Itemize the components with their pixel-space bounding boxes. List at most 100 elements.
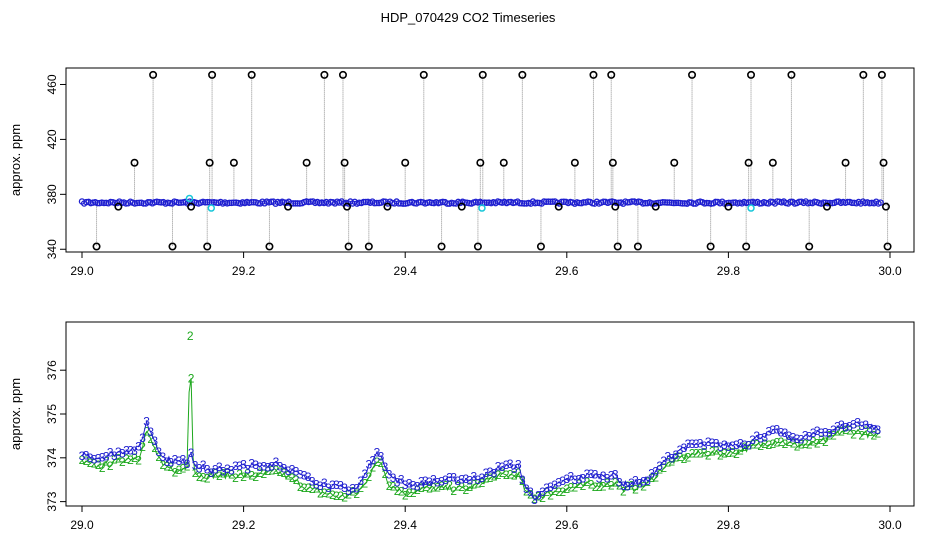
series-2-marker: 2 — [539, 491, 546, 505]
series-3-marker: 3 — [668, 452, 675, 466]
series-2-marker: 2 — [382, 467, 389, 481]
series-3-marker: 3 — [422, 474, 429, 488]
series-3-marker: 3 — [111, 449, 118, 463]
baseline-point — [371, 199, 378, 207]
series-3-marker: 3 — [604, 471, 611, 485]
outlier-point — [879, 158, 888, 167]
series-2-marker: 2 — [471, 477, 478, 491]
outlier-point — [724, 202, 733, 211]
series-3-marker: 3 — [430, 472, 437, 486]
outlier-point — [881, 202, 890, 211]
top-x-tick-label: 29.2 — [232, 264, 256, 278]
series-2-marker: 2 — [592, 480, 599, 494]
series-2-marker: 2 — [297, 480, 304, 494]
series-2-marker: 2 — [487, 471, 494, 485]
series-3-marker: 3 — [341, 481, 348, 495]
series-3-marker: 3 — [487, 465, 494, 479]
series-2-marker: 2 — [361, 477, 368, 491]
series-2-marker: 2 — [163, 459, 170, 473]
series-3-marker: 3 — [269, 459, 276, 473]
series-2-marker: 2 — [644, 475, 651, 489]
series-3-marker: 3 — [204, 462, 211, 476]
baseline-point — [613, 199, 620, 207]
baseline-point — [877, 199, 884, 206]
outlier-point — [518, 70, 527, 79]
baseline-point — [481, 199, 488, 206]
outlier-point — [265, 242, 274, 251]
series-3-marker: 3 — [337, 479, 344, 493]
series-3-marker: 3 — [176, 454, 183, 468]
cyan-point — [478, 204, 486, 212]
series-3-marker: 3 — [361, 467, 368, 481]
series-2-marker: 2 — [596, 480, 603, 494]
series-3-marker: 3 — [693, 437, 700, 451]
series-3-marker: 3 — [402, 478, 409, 492]
series-3-marker: 3 — [285, 464, 292, 478]
series-2-marker: 2 — [842, 423, 849, 437]
series-3-marker: 3 — [782, 426, 789, 440]
outlier-point — [877, 70, 886, 79]
series-2-marker: 2 — [147, 432, 154, 446]
series-2-marker: 2 — [83, 454, 90, 468]
series-2-marker: 2 — [374, 455, 381, 469]
series-2-marker: 2 — [281, 466, 288, 480]
baseline-point — [516, 199, 524, 207]
series-2-marker: 2 — [475, 477, 482, 491]
series-3-marker: 3 — [511, 462, 518, 476]
series-2-marker: 2 — [329, 488, 336, 502]
series-3-marker: 3 — [390, 471, 397, 485]
top-y-tick-label: 340 — [45, 239, 59, 259]
baseline-point — [545, 198, 552, 205]
series-2-marker: 2 — [769, 437, 776, 451]
bottom-x-tick-label: 29.0 — [70, 518, 94, 532]
series-3-marker: 3 — [466, 473, 473, 487]
baseline-point — [670, 199, 678, 207]
baseline-point — [505, 198, 513, 206]
series-3-marker: 3 — [345, 484, 352, 498]
series-2-marker: 2 — [228, 467, 235, 481]
series-2-marker: 2 — [774, 436, 781, 450]
series-3-marker: 3 — [729, 439, 736, 453]
bottom-y-tick-label: 373 — [45, 491, 59, 511]
series-3-marker: 3 — [374, 446, 381, 460]
baseline-point — [362, 198, 370, 206]
outlier-point — [340, 158, 349, 167]
top-x-tick-label: 29.4 — [394, 264, 418, 278]
series-2-marker: 2 — [91, 456, 98, 470]
series-2-marker: 2 — [725, 446, 732, 460]
series-2-marker: 2 — [677, 450, 684, 464]
series-2-marker: 2 — [757, 439, 764, 453]
series-3-marker: 3 — [256, 460, 263, 474]
series-3-marker: 3 — [608, 469, 615, 483]
series-2-marker: 2 — [628, 479, 635, 493]
series-2-marker: 2 — [293, 473, 300, 487]
series-3-marker: 3 — [515, 457, 522, 471]
baseline-point — [672, 199, 680, 207]
series-2-marker: 2 — [648, 471, 655, 485]
series-2-marker: 2 — [483, 471, 490, 485]
series-3-marker: 3 — [321, 476, 328, 490]
series-2-marker: 2 — [535, 489, 542, 503]
series-2-marker: 2 — [563, 482, 570, 496]
series-2-marker: 2 — [507, 468, 514, 482]
series-2-marker: 2 — [862, 424, 869, 438]
top-x-tick-label: 29.0 — [70, 264, 94, 278]
series-3-marker: 3 — [850, 417, 857, 431]
series-2-marker: 2 — [95, 458, 102, 472]
series-2-marker: 2 — [693, 447, 700, 461]
series-3-marker: 3 — [567, 470, 574, 484]
baseline-point — [725, 199, 733, 207]
top-y-tick-label: 420 — [45, 129, 59, 149]
baseline-point — [641, 199, 649, 207]
series-3-marker: 3 — [644, 474, 651, 488]
series-3-marker: 3 — [551, 478, 558, 492]
top-plot-axes: 29.0 29.2 29.4 29.6 29.8 30.0 340 380 420 460 — [45, 74, 902, 278]
series-3-marker: 3 — [172, 453, 179, 467]
top-y-tick-label: 460 — [45, 74, 59, 94]
baseline-point — [659, 198, 667, 206]
series-2-marker: 2 — [555, 485, 562, 499]
bottom-y-axis-label: approx. ppm — [8, 378, 23, 450]
series-3-marker: 3 — [107, 446, 114, 460]
series-3-marker: 3 — [620, 479, 627, 493]
series-3-marker: 3 — [450, 470, 457, 484]
